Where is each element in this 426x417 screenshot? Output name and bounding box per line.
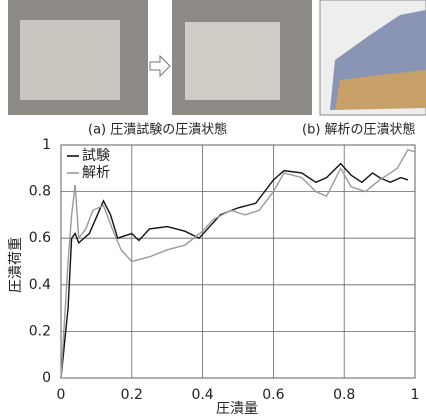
x-tick-label: 1	[411, 387, 420, 403]
legend-label: 試験	[82, 148, 110, 164]
photos	[8, 0, 426, 115]
x-axis-label: 圧潰量	[216, 401, 258, 417]
x-tick-label: 0.2	[121, 387, 143, 403]
x-tick-label: 0	[57, 387, 66, 403]
y-tick-label: 1	[42, 137, 51, 153]
arrow	[150, 56, 170, 76]
x-tick-label: 0.8	[333, 387, 355, 403]
legend-label: 解析	[82, 165, 110, 181]
y-tick-label: 0.6	[29, 230, 51, 246]
caption: (b) 解析の圧潰状態	[302, 122, 416, 138]
photo-detail	[20, 20, 120, 100]
photo-detail	[185, 22, 280, 100]
y-tick-label: 0.8	[29, 184, 51, 200]
x-tick-label: 0.6	[262, 387, 284, 403]
y-axis-label: 圧潰荷重	[8, 237, 24, 293]
caption: (a) 圧潰試験の圧潰状態	[88, 122, 227, 138]
y-tick-label: 0.4	[29, 277, 51, 293]
x-tick-label: 0.4	[191, 387, 213, 403]
y-tick-label: 0	[42, 370, 51, 386]
y-tick-label: 0.2	[29, 323, 51, 339]
figure: (a) 圧潰試験の圧潰状態 (b) 解析の圧潰状態 圧潰量 圧潰荷重 0 0.2 0…	[0, 0, 426, 417]
